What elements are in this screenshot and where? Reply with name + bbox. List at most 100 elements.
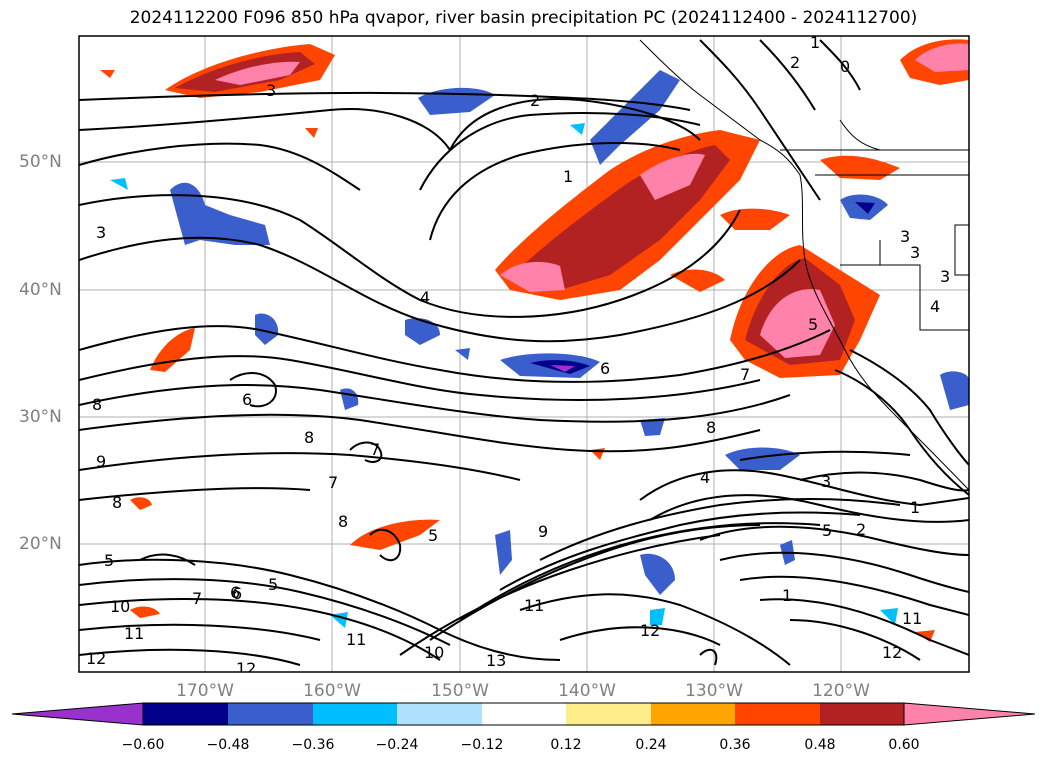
contour-label: 8 [338, 512, 348, 531]
shade-light-blue [650, 608, 665, 625]
shade-purple [550, 365, 575, 372]
map-title: 2024112200 F096 850 hPa qvapor, river ba… [129, 8, 918, 28]
colorbar-segment [482, 703, 566, 725]
contour-label: 5 [808, 315, 818, 334]
lat-label-30n: 30°N [19, 407, 62, 427]
colorbar-tick: 0.12 [550, 737, 582, 753]
shade-medium-blue [495, 530, 512, 575]
colorbar-tick: 0.36 [719, 737, 751, 753]
shade-medium-blue [640, 418, 665, 436]
shade-dark-blue [855, 202, 875, 214]
shade-orange [130, 497, 152, 510]
lon-label-130w: 130°W [685, 681, 743, 701]
shade-medium-blue [418, 87, 495, 115]
contour-label: 8 [706, 418, 716, 437]
shade-orange [670, 269, 725, 292]
colorbar-extend-low [11, 702, 144, 726]
colorbar-tick: −0.36 [291, 737, 335, 753]
contour-label: 5 [104, 551, 114, 570]
precip-positive-areas [100, 39, 969, 642]
shade-medium-blue [340, 388, 359, 410]
contour-label: 8 [304, 428, 314, 447]
shade-light-blue [570, 123, 585, 135]
contour-label: 2 [530, 91, 540, 110]
shade-medium-blue [255, 313, 279, 345]
contour-label: 3 [96, 223, 106, 242]
shade-medium-blue [455, 348, 470, 360]
colorbar [11, 702, 1036, 726]
contour-label: 10 [424, 643, 444, 662]
lon-label-140w: 140°W [558, 681, 616, 701]
shade-medium-blue [405, 318, 440, 345]
contour-label: 9 [96, 452, 106, 471]
contour-label: 7 [370, 440, 380, 459]
colorbar-segment [397, 703, 482, 725]
shade-pink [760, 289, 835, 358]
contour-label: 0 [840, 57, 850, 76]
shade-pink [215, 61, 300, 85]
contour-label: 12 [640, 621, 660, 640]
lon-label-150w: 150°W [431, 681, 489, 701]
contour-label: 1 [810, 33, 820, 52]
colorbar-tick: 0.60 [888, 737, 920, 753]
contour-label: 3 [821, 472, 831, 491]
shade-orange [130, 606, 160, 618]
contour-label: 3 [940, 267, 950, 286]
colorbar-tick: −0.24 [375, 737, 419, 753]
contour-label: 5 [268, 575, 278, 594]
contour-labels: 1 0 3 2 1 3 4 6 7 8 8 9 8 7 7 6 8 9 8 4 … [86, 33, 950, 672]
contour-label: 3 [910, 243, 920, 262]
precip-negative-areas [110, 70, 969, 628]
colorbar-segment [735, 703, 820, 725]
shade-light-blue [110, 178, 128, 190]
contour-label: 4 [700, 468, 710, 487]
colorbar-segment [820, 703, 904, 725]
shade-orange [305, 128, 318, 138]
contour-label: 5 [822, 521, 832, 540]
shade-pink [915, 43, 969, 72]
contour-label: 1 [782, 586, 792, 605]
colorbar-segment [143, 703, 228, 725]
shade-medium-blue [640, 553, 675, 595]
coastlines [639, 39, 969, 491]
shade-medium-blue [170, 182, 270, 245]
colorbar-tick: 0.24 [635, 737, 667, 753]
contour-label: 7 [740, 365, 750, 384]
contour-label: 3 [266, 81, 276, 100]
contour-label: 10 [110, 597, 130, 616]
contour-label: 12 [86, 649, 106, 668]
shade-orange [150, 328, 195, 372]
contour-label: 1 [910, 498, 920, 517]
shade-orange [100, 70, 115, 78]
contour-label: 8 [92, 395, 102, 414]
contour-label: 9 [538, 522, 548, 541]
contour-label: 3 [900, 227, 910, 246]
shade-orange [820, 155, 900, 180]
shade-medium-blue [940, 371, 969, 410]
colorbar-extend-high [903, 702, 1036, 726]
lon-label-170w: 170°W [176, 681, 234, 701]
colorbar-segment [228, 703, 313, 725]
contour-label: 11 [124, 624, 144, 643]
qvapor-contours [79, 39, 969, 666]
shade-pink [500, 261, 565, 292]
colorbar-segment [313, 703, 397, 725]
contour-label: 11 [346, 630, 366, 649]
contour-label: 4 [930, 297, 940, 316]
contour-label: 1 [563, 167, 573, 186]
shade-orange [590, 448, 605, 460]
contour-label: 5 [428, 526, 438, 545]
contour-label: 8 [112, 493, 122, 512]
shade-medium-blue [725, 447, 800, 470]
contour-label: 12 [882, 643, 902, 662]
contour-label: 11 [524, 596, 544, 615]
colorbar-tick: 0.48 [804, 737, 836, 753]
contour-label: 11 [902, 609, 922, 628]
contour-label: 6 [600, 359, 610, 378]
colorbar-tick: −0.12 [460, 737, 504, 753]
colorbar-tick: −0.48 [206, 737, 250, 753]
contour-label: 7 [192, 589, 202, 608]
lon-label-120w: 120°W [812, 681, 870, 701]
contour-label: 6 [242, 390, 252, 409]
